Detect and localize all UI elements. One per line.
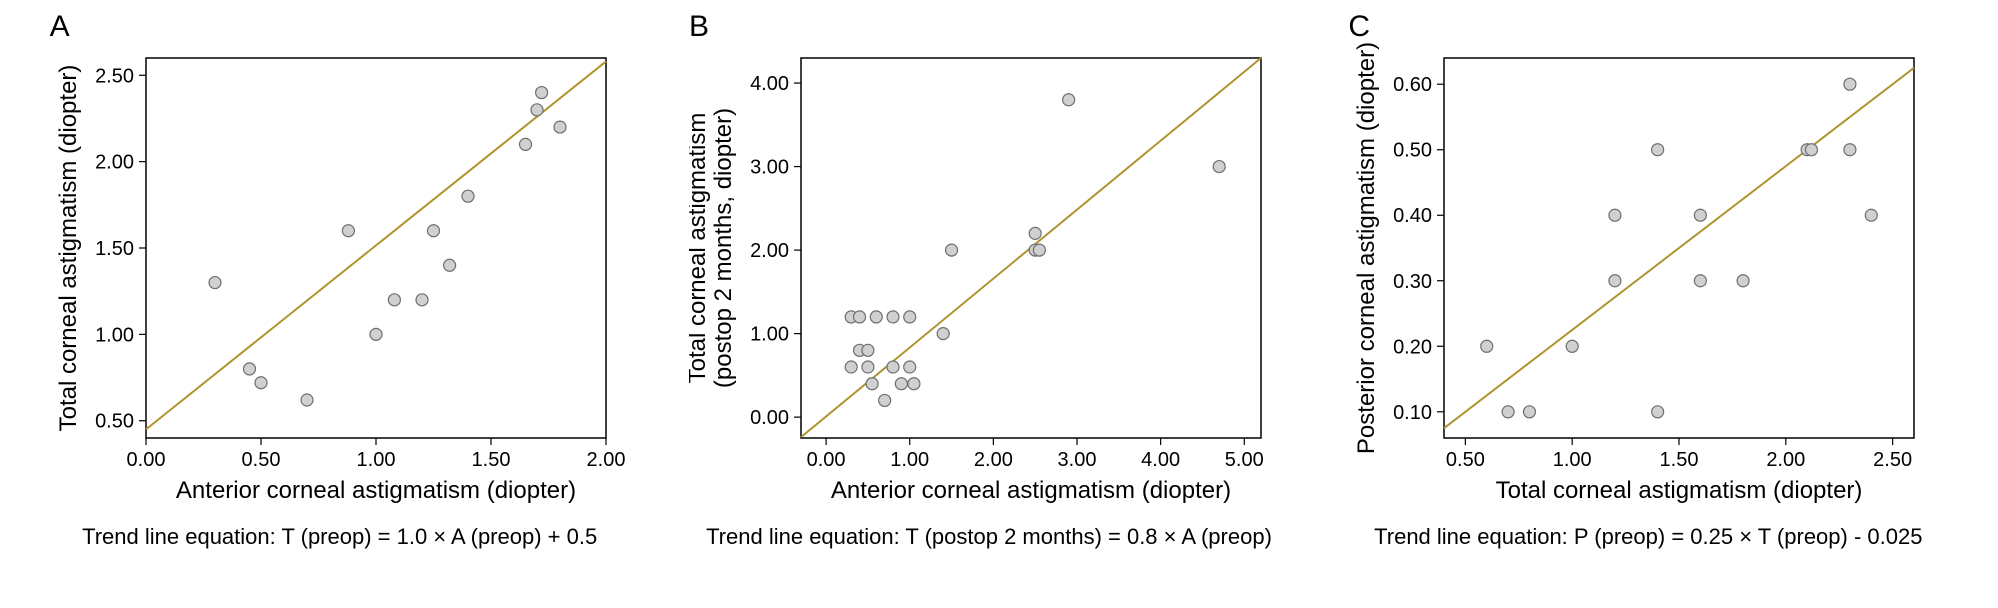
- data-point: [462, 190, 474, 202]
- data-point: [1502, 406, 1514, 418]
- x-tick-label: 1.00: [890, 449, 929, 471]
- x-tick-label: 2.00: [1767, 449, 1806, 471]
- y-tick-label: 0.00: [750, 407, 789, 429]
- data-point: [255, 377, 267, 389]
- data-point: [887, 311, 899, 323]
- x-tick-label: 0.50: [241, 449, 280, 471]
- x-tick-label: 1.50: [1660, 449, 1699, 471]
- data-point: [1866, 209, 1878, 221]
- data-point: [370, 328, 382, 340]
- x-tick-label: 0.50: [1446, 449, 1485, 471]
- data-point: [301, 394, 313, 406]
- y-tick-label: 4.00: [750, 73, 789, 95]
- data-point: [1844, 144, 1856, 156]
- data-point: [937, 328, 949, 340]
- data-point: [1844, 78, 1856, 90]
- trend-equation: Trend line equation: T (postop 2 months)…: [706, 524, 1272, 550]
- data-point: [879, 394, 891, 406]
- data-point: [908, 378, 920, 390]
- data-point: [1737, 275, 1749, 287]
- y-tick-label: 0.50: [1393, 140, 1432, 162]
- data-point: [209, 277, 221, 289]
- y-axis-label: Total corneal astigmatism (diopter): [55, 65, 82, 432]
- chart-panel-c: C0.501.001.502.002.500.100.200.300.400.5…: [1348, 10, 1948, 550]
- data-point: [862, 361, 874, 373]
- y-tick-label: 0.60: [1393, 74, 1432, 96]
- data-point: [443, 259, 455, 271]
- data-point: [388, 294, 400, 306]
- data-point: [895, 378, 907, 390]
- data-point: [1695, 275, 1707, 287]
- x-axis-label: Anterior corneal astigmatism (diopter): [176, 477, 576, 504]
- data-point: [1213, 161, 1225, 173]
- y-tick-label: 0.30: [1393, 271, 1432, 293]
- y-axis-label: Posterior corneal astigmatism (diopter): [1353, 42, 1380, 454]
- scatter-chart: 0.00 1.00 2.00 3.00 4.00 5.00 0.00 1.00 2.00 3.00…: [689, 38, 1289, 518]
- x-tick-label: 1.00: [356, 449, 395, 471]
- y-tick-label: 0.40: [1393, 205, 1432, 227]
- data-point: [1029, 227, 1041, 239]
- y-tick-label: 1.50: [95, 238, 134, 260]
- data-point: [535, 87, 547, 99]
- data-point: [1481, 340, 1493, 352]
- scatter-chart: 0.00 0.50 1.00 1.50 2.00 0.50 1.00 1.50 2.00 2.50…: [50, 38, 630, 518]
- x-tick-label: 1.00: [1553, 449, 1592, 471]
- x-axis-label: Anterior corneal astigmatism (diopter): [831, 477, 1231, 504]
- y-tick-label: 0.10: [1393, 402, 1432, 424]
- trend-equation: Trend line equation: T (preop) = 1.0 × A…: [82, 524, 597, 550]
- y-tick-label: 0.50: [95, 411, 134, 433]
- data-point: [870, 311, 882, 323]
- data-point: [946, 244, 958, 256]
- data-point: [1566, 340, 1578, 352]
- data-point: [416, 294, 428, 306]
- x-tick-label: 3.00: [1058, 449, 1097, 471]
- data-point: [1524, 406, 1536, 418]
- data-point: [519, 138, 531, 150]
- x-tick-label: 4.00: [1141, 449, 1180, 471]
- data-point: [243, 363, 255, 375]
- y-tick-label: 2.00: [95, 152, 134, 174]
- data-point: [1063, 94, 1075, 106]
- x-tick-label: 2.00: [586, 449, 625, 471]
- y-tick-label: 2.00: [750, 240, 789, 262]
- x-tick-label: 0.00: [807, 449, 846, 471]
- data-point: [1652, 406, 1664, 418]
- scatter-chart: 0.50 1.00 1.50 2.00 2.50 0.10 0.20 0.30 0.40 0.50…: [1348, 38, 1948, 518]
- data-point: [904, 361, 916, 373]
- data-point: [862, 344, 874, 356]
- y-axis-label: Total corneal astigmatism(postop 2 month…: [689, 108, 737, 388]
- data-point: [854, 311, 866, 323]
- data-point: [427, 225, 439, 237]
- x-tick-label: 0.00: [126, 449, 165, 471]
- data-point: [531, 104, 543, 116]
- data-point: [1806, 144, 1818, 156]
- data-point: [887, 361, 899, 373]
- y-tick-label: 1.00: [95, 324, 134, 346]
- x-tick-label: 1.50: [471, 449, 510, 471]
- data-point: [866, 378, 878, 390]
- data-point: [342, 225, 354, 237]
- x-tick-label: 2.50: [1873, 449, 1912, 471]
- y-tick-label: 3.00: [750, 157, 789, 179]
- chart-panel-a: A0.000.501.001.502.000.501.001.502.002.5…: [50, 10, 630, 550]
- x-tick-label: 2.00: [974, 449, 1013, 471]
- y-tick-label: 2.50: [95, 65, 134, 87]
- data-point: [554, 121, 566, 133]
- data-point: [1609, 275, 1621, 287]
- data-point: [845, 361, 857, 373]
- data-point: [1652, 144, 1664, 156]
- x-axis-label: Total corneal astigmatism (diopter): [1496, 477, 1863, 504]
- chart-panel-b: B0.001.002.003.004.005.000.001.002.003.0…: [689, 10, 1289, 550]
- y-tick-label: 1.00: [750, 324, 789, 346]
- y-tick-label: 0.20: [1393, 336, 1432, 358]
- data-point: [1033, 244, 1045, 256]
- data-point: [904, 311, 916, 323]
- data-point: [1609, 209, 1621, 221]
- data-point: [1695, 209, 1707, 221]
- trend-equation: Trend line equation: P (preop) = 0.25 × …: [1374, 524, 1922, 550]
- x-tick-label: 5.00: [1225, 449, 1264, 471]
